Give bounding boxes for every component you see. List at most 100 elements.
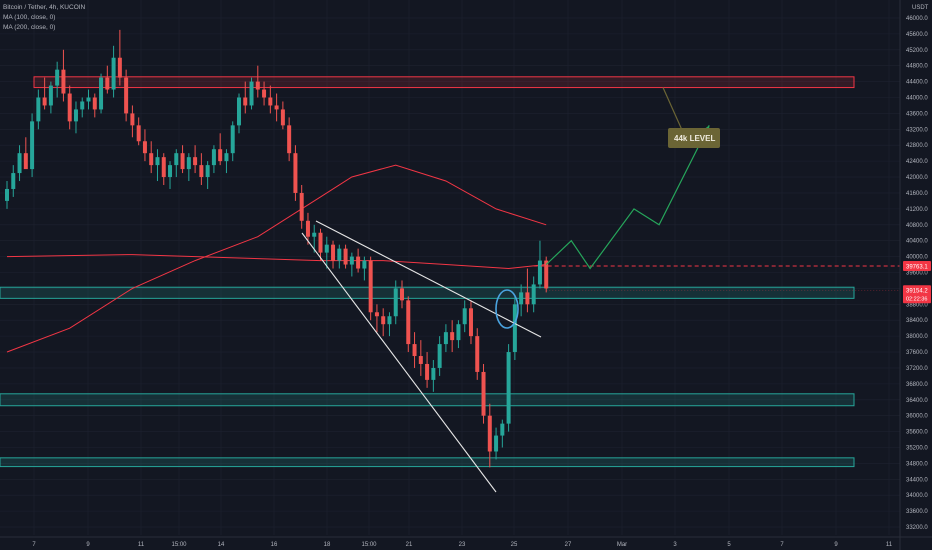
y-tick-label: 40000.0	[906, 255, 928, 261]
candle-body	[343, 248, 348, 265]
candle-body	[224, 153, 229, 162]
candle-body	[500, 423, 505, 436]
candle-body	[105, 77, 110, 90]
candle-body	[293, 153, 298, 193]
candle-body	[387, 316, 392, 325]
support-zone-3	[0, 457, 855, 468]
candle-body	[117, 57, 122, 78]
candle-body	[425, 363, 430, 380]
candle-body	[462, 308, 467, 325]
candle-body	[130, 113, 135, 126]
legend: Bitcoin / Tether, 4h, KUCOIN MA (100, cl…	[3, 4, 86, 31]
annotation-44k-box[interactable]	[668, 128, 720, 148]
y-tick-label: 34000.0	[906, 493, 928, 499]
y-tick-label: 41200.0	[906, 207, 928, 213]
candle-body	[287, 125, 292, 154]
candle-body	[86, 97, 91, 102]
support-zone-1	[0, 286, 855, 299]
current-price-tag	[903, 285, 931, 304]
y-tick-label: 46000.0	[906, 16, 928, 22]
y-tick-label: 42400.0	[906, 159, 928, 165]
x-tick-label: 11	[886, 542, 893, 548]
candle-body	[180, 153, 185, 170]
ma100-label: MA (100, close, 0)	[3, 14, 55, 21]
candle-body	[312, 232, 317, 237]
x-tick-label: 21	[406, 542, 413, 548]
countdown-label: 02:22:36	[906, 297, 927, 303]
candle-body	[111, 57, 116, 90]
candle-body	[468, 308, 473, 337]
candle-body	[73, 109, 78, 122]
y-tick-label: 37200.0	[906, 366, 928, 372]
x-tick-label: Mar	[617, 542, 627, 548]
y-tick-label: 36000.0	[906, 414, 928, 420]
candle-body	[475, 336, 480, 372]
candle-body	[249, 81, 254, 106]
x-tick-label: 15:00	[361, 542, 377, 548]
candle-body	[318, 232, 323, 253]
candle-body	[450, 332, 455, 341]
candle-body	[331, 244, 336, 261]
currency-label: USDT	[912, 5, 929, 11]
grid	[0, 0, 900, 535]
annotation-pointer	[662, 87, 683, 131]
candle-body	[218, 149, 223, 162]
projection-path	[545, 125, 710, 270]
candle-body	[155, 157, 160, 166]
candle-body	[381, 316, 386, 325]
y-tick-label: 43200.0	[906, 127, 928, 133]
candle-body	[42, 97, 47, 106]
candle-body	[431, 367, 436, 380]
candle-body	[506, 352, 511, 424]
y-tick-label: 39600.0	[906, 271, 928, 277]
candle-body	[48, 85, 53, 106]
y-tick-label: 34400.0	[906, 477, 928, 483]
candle-body	[186, 157, 191, 170]
candle-body	[193, 157, 198, 166]
candle-body	[324, 244, 329, 253]
candle-body	[255, 81, 260, 90]
x-tick-label: 11	[138, 542, 145, 548]
candle-body	[437, 344, 442, 368]
candle-body	[280, 109, 285, 126]
y-tick-label: 42000.0	[906, 175, 928, 181]
breakout-circle	[495, 289, 519, 329]
wedge-lower-trendline	[301, 232, 497, 493]
x-tick-label: 14	[218, 542, 225, 548]
candle-body	[418, 356, 423, 364]
x-tick-label: 15:00	[171, 542, 187, 548]
candle-body	[23, 153, 28, 170]
y-tick-label: 43600.0	[906, 111, 928, 117]
x-tick-label: 16	[271, 542, 278, 548]
candle-body	[92, 97, 97, 110]
candle-body	[356, 256, 361, 269]
x-tick-label: 9	[834, 542, 838, 548]
candle-body	[412, 344, 417, 357]
y-tick-label: 45600.0	[906, 32, 928, 38]
y-tick-label: 44000.0	[906, 96, 928, 102]
x-tick-label: 7	[780, 542, 784, 548]
annotation-44k-label: 44k LEVEL	[674, 134, 715, 143]
candle-body	[142, 141, 147, 154]
candle-body	[161, 157, 166, 178]
candle-body	[299, 192, 304, 221]
candle-body	[80, 101, 85, 110]
candle-body	[487, 415, 492, 452]
y-tick-label: 37600.0	[906, 350, 928, 356]
y-tick-label: 36800.0	[906, 382, 928, 388]
wedge-upper-trendline	[315, 220, 542, 338]
x-tick-label: 18	[324, 542, 331, 548]
y-tick-label: 33200.0	[906, 525, 928, 531]
candle-body	[393, 288, 398, 317]
candle-body	[5, 188, 9, 201]
candle-body	[525, 292, 530, 305]
candle-body	[368, 260, 373, 313]
candle-body	[268, 97, 273, 106]
candle-body	[55, 69, 60, 86]
candle-body	[230, 125, 235, 154]
candle-body	[406, 300, 411, 345]
y-tick-label: 38000.0	[906, 334, 928, 340]
drawings-layer: 44k LEVEL	[301, 87, 900, 493]
